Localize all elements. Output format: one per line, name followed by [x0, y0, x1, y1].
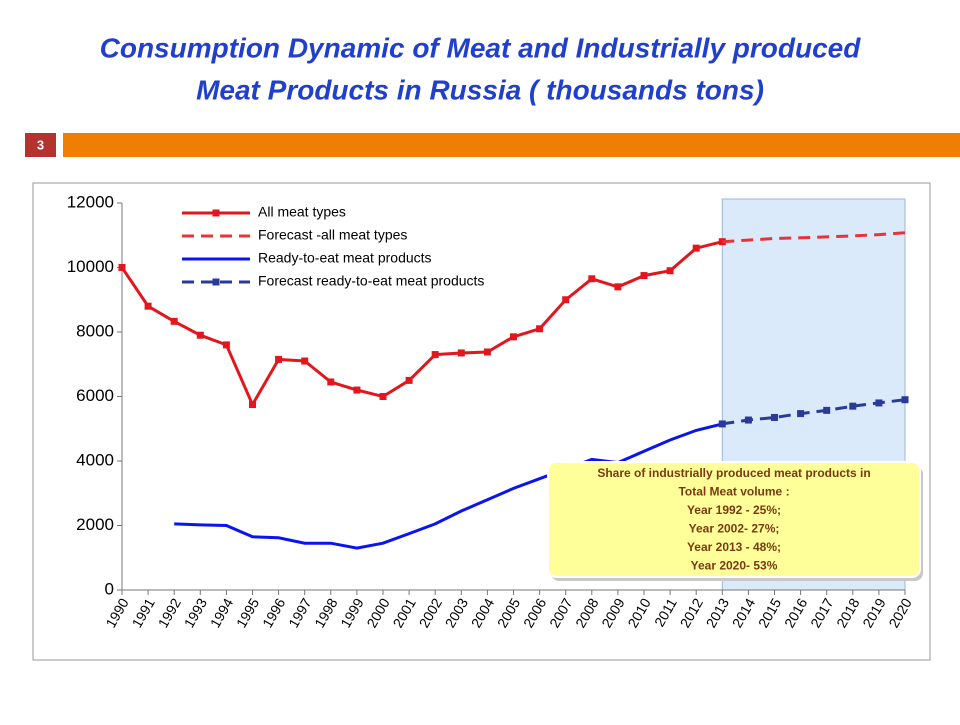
marker: [405, 376, 413, 384]
series-line: [722, 231, 906, 244]
annotation-line: Year 2020- 53%: [691, 559, 778, 573]
marker: [640, 272, 648, 280]
marker: [901, 396, 909, 404]
marker: [431, 351, 439, 359]
marker: [771, 413, 778, 421]
marker: [327, 378, 335, 386]
marker: [562, 296, 570, 304]
marker: [275, 355, 283, 363]
marker: [875, 399, 883, 407]
legend-marker: [212, 209, 220, 217]
legend-label: Ready-to-eat meat products: [258, 250, 432, 266]
annotation-box: [547, 461, 921, 578]
annotation-line: Share of industrially produced meat prod…: [597, 466, 870, 480]
annotation-line: Year 2002- 27%;: [689, 522, 780, 536]
legend-label: Forecast -all meat types: [258, 227, 407, 243]
series-line: [120, 240, 723, 408]
marker: [510, 333, 517, 341]
annotation-line: Total Meat volume :: [678, 485, 789, 499]
title-line: Meat Products in Russia ( thousands tons…: [196, 74, 764, 105]
y-tick-label: 12000: [67, 192, 114, 211]
marker: [118, 264, 126, 271]
title-line: Consumption Dynamic of Meat and Industri…: [100, 32, 862, 63]
legend-label: Forecast ready-to-eat meat products: [258, 273, 484, 289]
marker: [249, 401, 256, 409]
y-tick-label: 10000: [67, 257, 114, 276]
annotation-line: Year 2013 - 48%;: [687, 540, 781, 554]
marker: [823, 406, 831, 414]
marker: [457, 349, 465, 357]
marker: [483, 348, 491, 356]
marker: [744, 416, 752, 424]
legend-marker: [212, 278, 220, 286]
y-tick-label: 8000: [76, 321, 114, 340]
series-line: [174, 422, 723, 550]
marker: [718, 420, 726, 428]
series-line: [722, 398, 906, 426]
legend-label: All meat types: [258, 204, 346, 220]
slide-number-box: [25, 133, 56, 157]
header-bar: [63, 133, 960, 157]
marker: [301, 357, 309, 365]
marker: [692, 244, 700, 252]
marker: [222, 341, 230, 349]
marker: [170, 317, 178, 325]
y-tick-label: 2000: [76, 515, 114, 534]
annotation-line: Year 1992 - 25%;: [687, 503, 781, 517]
y-tick-label: 4000: [76, 450, 114, 469]
marker: [379, 393, 387, 400]
marker: [849, 402, 857, 410]
marker: [144, 302, 152, 310]
marker: [666, 267, 674, 275]
slide-number: 3: [37, 137, 44, 152]
y-tick-label: 0: [105, 579, 114, 598]
marker: [614, 283, 622, 291]
marker: [353, 386, 361, 394]
marker: [196, 331, 204, 339]
marker: [797, 410, 805, 418]
y-tick-label: 6000: [76, 386, 114, 405]
marker: [588, 275, 596, 283]
marker: [536, 325, 544, 333]
